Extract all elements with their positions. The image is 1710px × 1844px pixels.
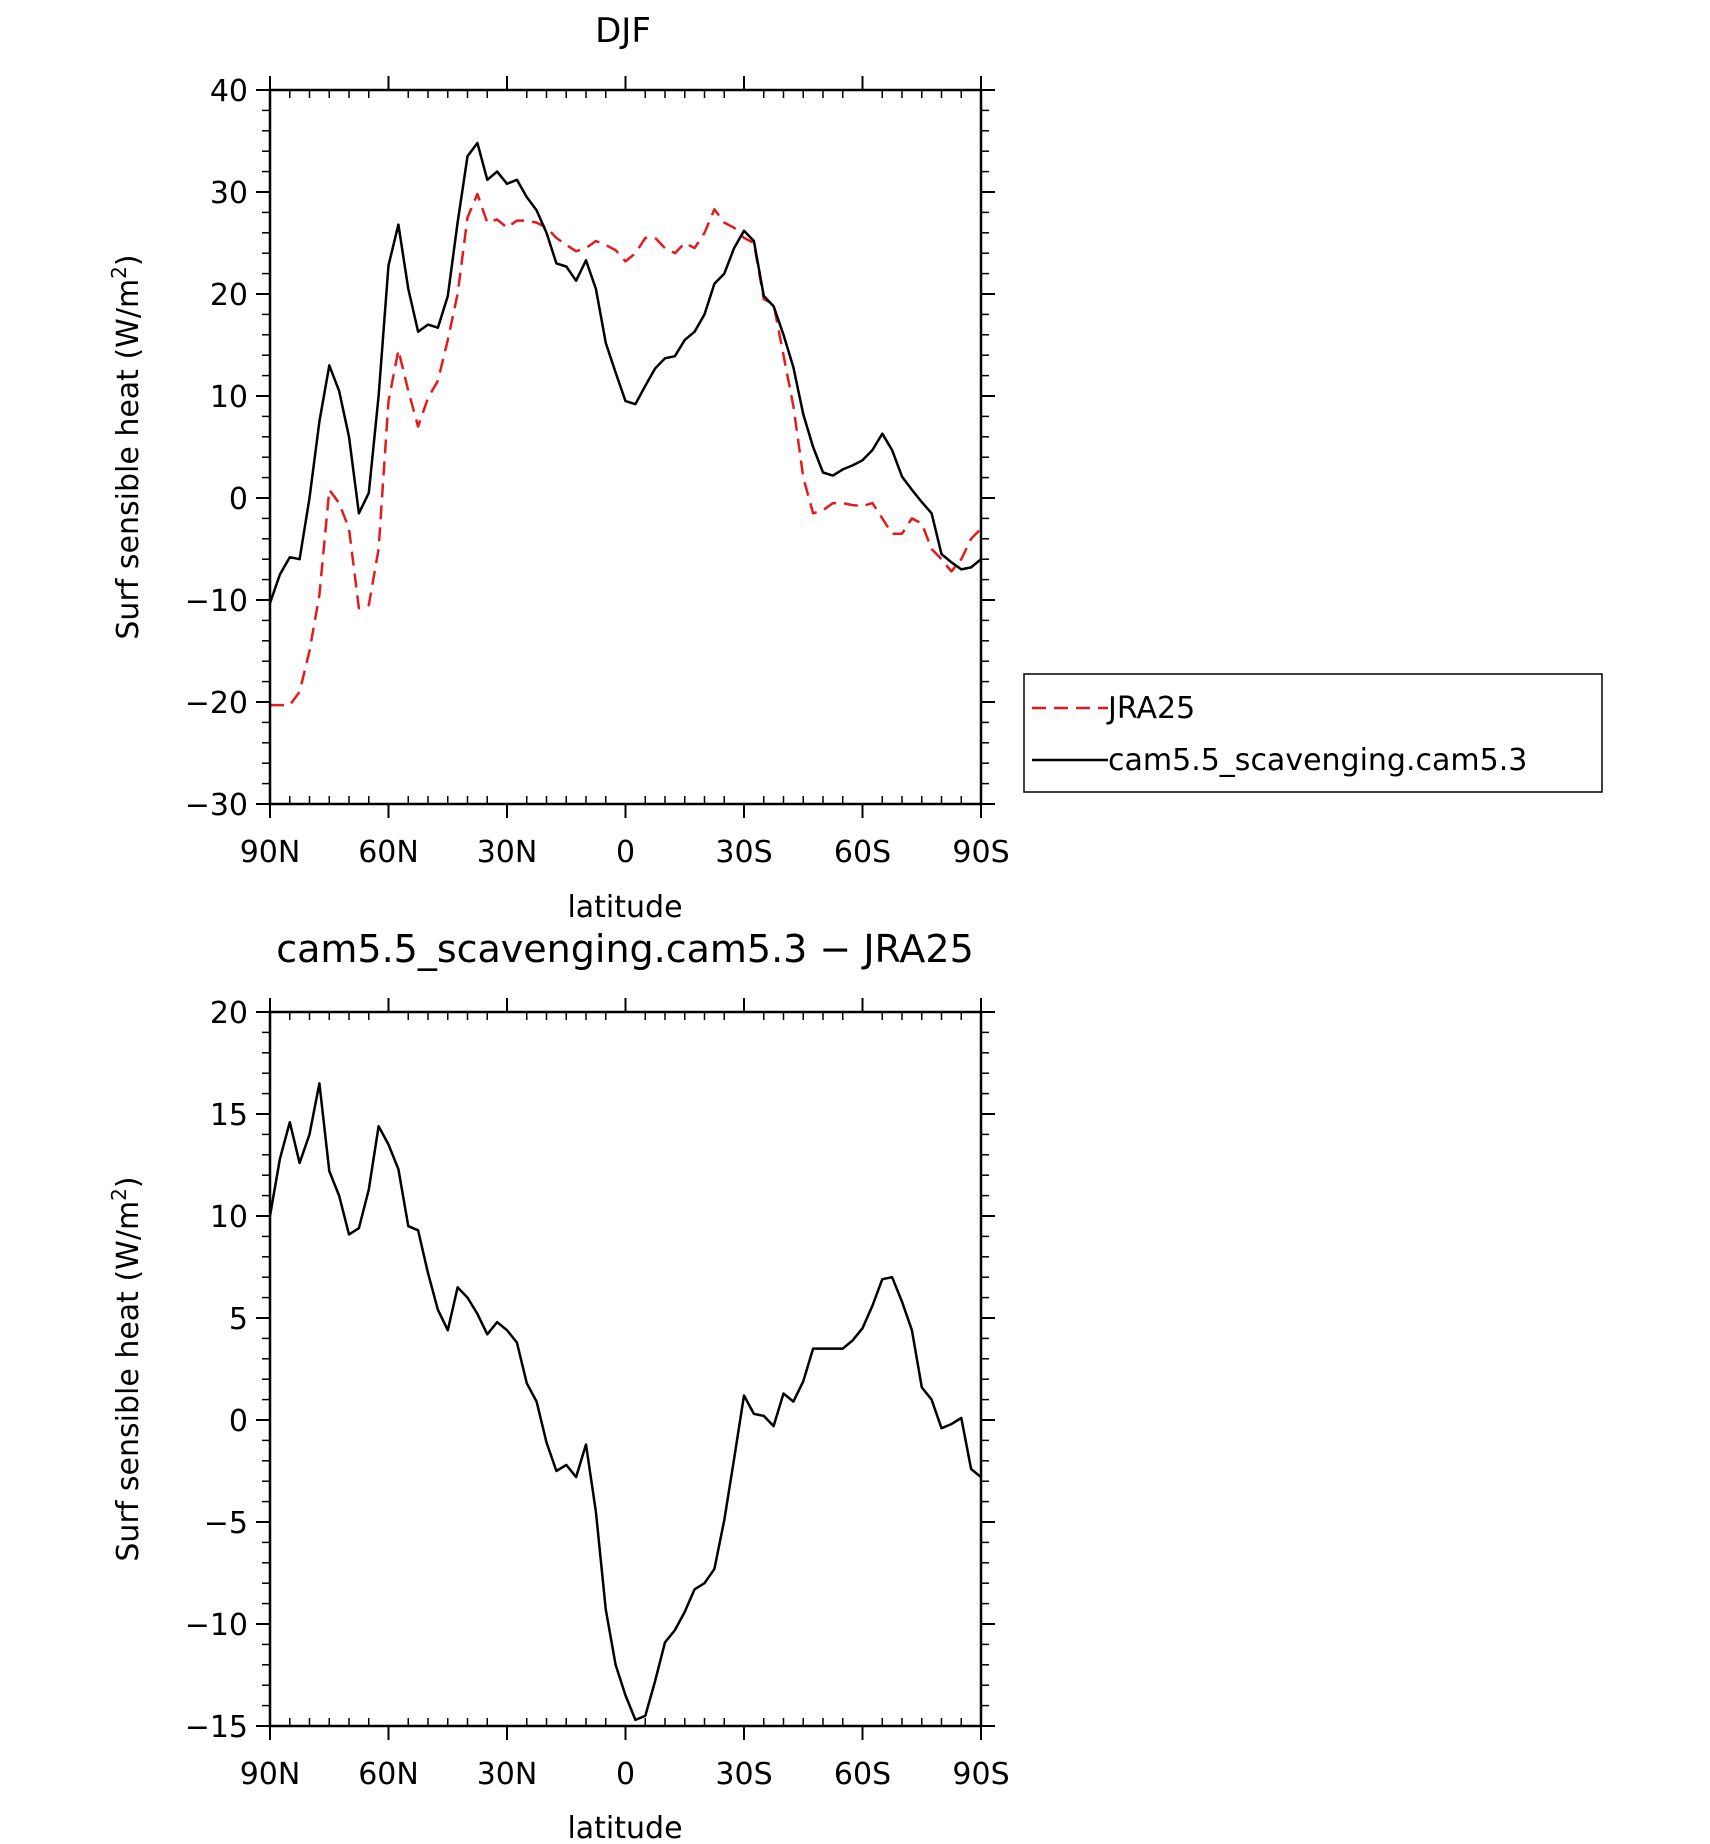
y-axis-label-end: ) <box>111 254 146 266</box>
y-tick-label: 0 <box>229 1404 248 1439</box>
y-tick-label: 5 <box>229 1302 248 1337</box>
y-tick-label: 20 <box>210 996 248 1031</box>
x-tick-label: 30N <box>477 835 538 870</box>
y-axis-label-main: Surf sensible heat (W/m <box>111 1201 146 1562</box>
chart-title: DJF <box>595 11 651 51</box>
y-axis-label-end: ) <box>111 1176 146 1188</box>
y-tick-label: 0 <box>229 482 248 517</box>
plot-area: 90N 60N 30N 0 30S 60S 90S −30 −20 −10 0 10 20 30 40 <box>185 74 1010 870</box>
y-axis-label-main: Surf sensible heat (W/m <box>111 279 146 640</box>
series-line-0 <box>270 192 982 707</box>
legend-label-cam: cam5.5_scavenging.cam5.3 <box>1108 743 1527 778</box>
x-tick-label: 60N <box>358 1757 419 1792</box>
x-tick-label: 90N <box>240 835 301 870</box>
series-line-1 <box>268 141 982 604</box>
y-axis-label-sup: 2 <box>107 266 131 279</box>
plot-frame <box>268 1010 983 1728</box>
x-axis-label: latitude <box>567 890 682 925</box>
y-tick-label: −10 <box>185 584 248 619</box>
y-tick-label: −20 <box>185 686 248 721</box>
x-tick-label: 90S <box>952 835 1009 870</box>
y-tick-label: −15 <box>185 1710 248 1745</box>
panel-top: DJF 90N 60N 30N 0 30S 60S 90S −30 −20 −10 0 10 20 30 4… <box>107 11 1603 925</box>
legend: JRA25 cam5.5_scavenging.cam5.3 <box>1023 673 1603 793</box>
x-tick-label: 60S <box>834 835 891 870</box>
legend-box <box>1023 673 1603 793</box>
y-tick-label: 40 <box>210 74 248 109</box>
x-tick-label: 30N <box>477 1757 538 1792</box>
y-tick-label: 10 <box>210 380 248 415</box>
legend-label-jra25: JRA25 <box>1106 691 1195 726</box>
x-tick-label: 90S <box>952 1757 1009 1792</box>
x-tick-label: 0 <box>616 835 635 870</box>
y-tick-label: −30 <box>185 788 248 823</box>
x-tick-label: 90N <box>240 1757 301 1792</box>
x-tick-label: 0 <box>616 1757 635 1792</box>
y-tick-label: 30 <box>210 176 248 211</box>
y-axis-label: Surf sensible heat (W/m2) <box>107 1176 146 1561</box>
x-tick-label: 30S <box>715 835 772 870</box>
y-axis-label: Surf sensible heat (W/m2) <box>107 254 146 639</box>
y-tick-label: 20 <box>210 278 248 313</box>
chart-title: cam5.5_scavenging.cam5.3 − JRA25 <box>276 927 974 971</box>
x-tick-label: 60N <box>358 835 419 870</box>
y-tick-label: 15 <box>210 1098 248 1133</box>
x-tick-label: 60S <box>834 1757 891 1792</box>
x-tick-label: 30S <box>715 1757 772 1792</box>
panel-bottom: cam5.5_scavenging.cam5.3 − JRA25 90N 60N 3… <box>107 927 1010 1844</box>
series-line-0 <box>268 1082 982 1722</box>
x-axis-label: latitude <box>567 1811 682 1844</box>
y-tick-label: −5 <box>204 1506 248 1541</box>
plot-frame <box>268 88 983 806</box>
y-tick-label: 10 <box>210 1200 248 1235</box>
y-tick-label: −10 <box>185 1608 248 1643</box>
plot-area: 90N 60N 30N 0 30S 60S 90S −15 −10 −5 0 5 10 15 20 <box>185 996 1010 1792</box>
y-axis-label-sup: 2 <box>107 1188 131 1201</box>
